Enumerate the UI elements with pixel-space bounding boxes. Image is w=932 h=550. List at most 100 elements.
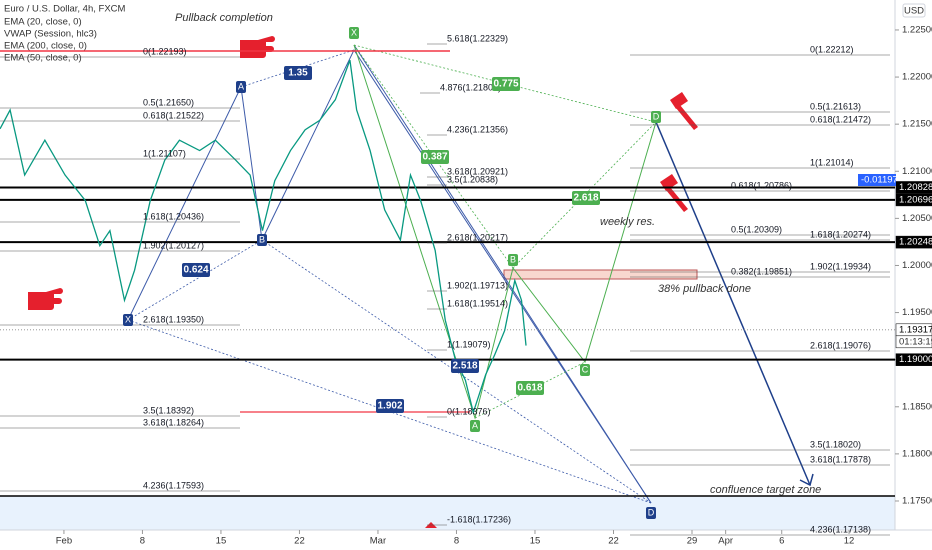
fib-label: 1.902(1.19713) bbox=[447, 280, 508, 290]
price-tag-box bbox=[895, 181, 932, 194]
price-tag: 1.19000 bbox=[899, 354, 932, 365]
pattern-point-box bbox=[580, 364, 590, 376]
price-tag-box bbox=[895, 193, 932, 207]
ratio-label: 2.618 bbox=[573, 193, 598, 204]
ratio-box bbox=[572, 191, 600, 205]
pattern-point-box bbox=[123, 314, 133, 326]
pattern-point-box bbox=[651, 111, 661, 123]
fib-label: 3.618(1.20921) bbox=[447, 166, 508, 176]
y-tick-label: 1.19500 bbox=[902, 307, 932, 318]
pattern-line bbox=[353, 44, 652, 504]
change-tag-box bbox=[858, 174, 896, 186]
y-tick-label: 1.21000 bbox=[902, 166, 932, 177]
fib-label: 2.618(1.19076) bbox=[810, 340, 871, 350]
fib-label: 4.876(1.21807) bbox=[440, 82, 501, 92]
pattern-point: B bbox=[510, 254, 516, 264]
ratio-label: 0.618 bbox=[517, 383, 542, 394]
price-line bbox=[0, 59, 527, 415]
indicator: EMA (20, close, 0) bbox=[4, 17, 82, 28]
fib-label: 0(1.22193) bbox=[143, 46, 187, 56]
pattern-point: A bbox=[238, 81, 244, 91]
y-tick-label: 1.17500 bbox=[902, 496, 932, 507]
fib-label: 5.618(1.22329) bbox=[447, 33, 508, 43]
ratio-box bbox=[376, 399, 404, 413]
y-tick-label: 1.20500 bbox=[902, 213, 932, 224]
annotation: 38% pullback done bbox=[658, 283, 751, 295]
pattern-point-box bbox=[257, 234, 267, 246]
currency-box bbox=[902, 3, 926, 18]
y-tick-label: 1.21500 bbox=[902, 119, 932, 130]
annotation: confluence target zone bbox=[710, 484, 821, 496]
currency: USD bbox=[904, 6, 924, 17]
ratio-box bbox=[284, 66, 312, 80]
pattern-line bbox=[127, 239, 263, 321]
y-tick-label: 1.22500 bbox=[902, 24, 932, 35]
y-tick-label: 1.18500 bbox=[902, 401, 932, 412]
pullback-box bbox=[503, 269, 698, 280]
pattern-point-box bbox=[236, 81, 246, 93]
change-tag: -0.01197 bbox=[861, 175, 898, 186]
fib-label: 1.902(1.20127) bbox=[143, 240, 204, 250]
fib-label: 3.618(1.18264) bbox=[143, 417, 204, 427]
fib-label: 1.902(1.19934) bbox=[810, 261, 871, 271]
pattern-point-box bbox=[349, 27, 359, 39]
price-tag: 1.20248 bbox=[899, 237, 932, 248]
pattern-point-box bbox=[470, 420, 480, 432]
fib-label: 0(1.22212) bbox=[810, 44, 854, 54]
pattern-line bbox=[655, 121, 811, 486]
x-tick-label: Feb bbox=[56, 536, 72, 547]
pattern-point: X bbox=[125, 314, 131, 324]
fib-label: 3.5(1.18020) bbox=[810, 439, 861, 449]
fib-label: 2.618(1.19350) bbox=[143, 314, 204, 324]
fib-label: 0.618(1.21472) bbox=[810, 114, 871, 124]
fib-label: 3.5(1.18392) bbox=[143, 405, 194, 415]
pattern-point: D bbox=[648, 507, 655, 517]
x-tick-label: 12 bbox=[844, 536, 855, 547]
fib-label: 4.236(1.17138) bbox=[810, 524, 871, 534]
x-tick-label: 8 bbox=[140, 536, 145, 547]
fib-label: 0.5(1.20309) bbox=[731, 224, 782, 234]
pattern-point: A bbox=[472, 420, 478, 430]
x-tick-label: 22 bbox=[294, 536, 305, 547]
ratio-label: 0.775 bbox=[493, 79, 518, 90]
x-tick-label: 22 bbox=[608, 536, 619, 547]
fib-label: 2.618(1.20217) bbox=[447, 232, 508, 242]
fib-label: 4.236(1.17593) bbox=[143, 480, 204, 490]
target-zone bbox=[0, 496, 895, 530]
indicator: EMA (200, close, 0) bbox=[4, 41, 87, 52]
fib-label: 4.236(1.21356) bbox=[447, 124, 508, 134]
ratio-box bbox=[421, 150, 449, 164]
pattern-point: D bbox=[653, 111, 660, 121]
ratio-box bbox=[182, 263, 210, 277]
indicator: VWAP (Session, hlc3) bbox=[4, 29, 97, 40]
pattern-line bbox=[799, 473, 814, 487]
countdown: 01:13:19 bbox=[899, 336, 932, 347]
x-tick-label: 8 bbox=[454, 536, 459, 547]
pattern-point: C bbox=[582, 364, 589, 374]
ratio-label: 1.35 bbox=[288, 68, 308, 79]
fib-label: -1.618(1.17236) bbox=[447, 514, 511, 524]
fib-label: 3.5(1.20838) bbox=[447, 174, 498, 184]
pattern-point-box bbox=[508, 254, 518, 266]
fib-label: 0.618(1.21522) bbox=[143, 110, 204, 120]
fib-label: 1(1.21014) bbox=[810, 157, 854, 167]
fib-label: 3.618(1.17878) bbox=[810, 454, 871, 464]
indicator: EMA (50, close, 0) bbox=[4, 53, 82, 64]
x-tick-label: 15 bbox=[530, 536, 541, 547]
ratio-label: 0.624 bbox=[183, 265, 208, 276]
pattern-point: B bbox=[259, 234, 265, 244]
fib-label: 1(1.21107) bbox=[143, 148, 186, 158]
ratio-label: 0.387 bbox=[422, 152, 447, 163]
annotation: weekly res. bbox=[600, 216, 655, 228]
ratio-box bbox=[492, 77, 520, 91]
pattern-point: X bbox=[351, 27, 357, 37]
x-tick-label: 15 bbox=[216, 536, 227, 547]
fib-label: 0.618(1.20786) bbox=[731, 180, 792, 190]
fib-label: 1.618(1.19514) bbox=[447, 298, 508, 308]
price-tag: 1.20696 bbox=[899, 194, 932, 205]
fib-label: 0.382(1.19851) bbox=[731, 266, 792, 276]
x-tick-label: Mar bbox=[370, 536, 386, 547]
ratio-label: 2.518 bbox=[452, 361, 477, 372]
pattern-point-box bbox=[646, 507, 656, 519]
